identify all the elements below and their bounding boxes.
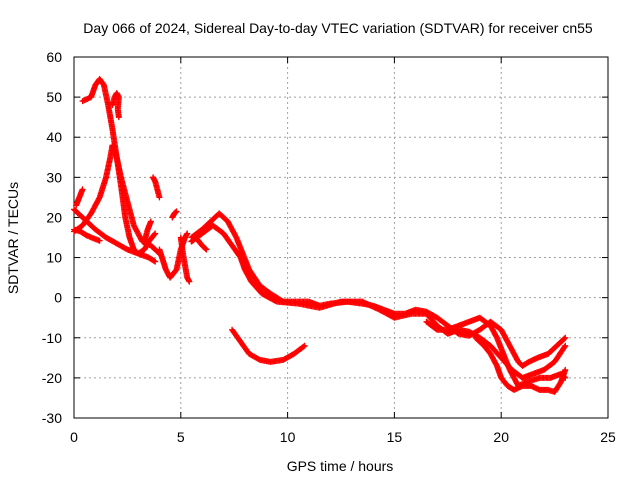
series-track-k <box>177 234 193 285</box>
series-track-p <box>472 334 569 395</box>
data-point <box>96 237 103 244</box>
y-tick-label: -10 <box>42 330 62 346</box>
data-point <box>79 186 86 193</box>
series-track-n <box>188 222 569 381</box>
x-axis-label: GPS time / hours <box>287 458 394 474</box>
data-point <box>562 366 569 373</box>
data-point <box>156 194 163 201</box>
axis-ticks: 0 5 10 15 20 25 -30 -20 -10 0 10 20 30 40 50 60 <box>42 49 616 445</box>
y-tick-label: 20 <box>46 209 62 225</box>
y-tick-label: 30 <box>46 169 62 185</box>
y-tick-label: 60 <box>46 49 62 65</box>
y-tick-label: 50 <box>46 89 62 105</box>
series-track-q <box>229 326 308 365</box>
data-point <box>301 342 308 349</box>
data-point <box>147 218 154 225</box>
y-tick-label: 10 <box>46 250 62 266</box>
x-tick-label: 20 <box>493 429 509 445</box>
plot-frame-rect <box>73 56 609 419</box>
series-track-h <box>141 218 154 245</box>
data-point <box>151 257 158 264</box>
chart-title: Day 066 of 2024, Sidereal Day-to-day VTE… <box>83 20 593 36</box>
data-point <box>300 343 307 350</box>
data-point <box>202 245 209 252</box>
series-track-d <box>79 76 163 257</box>
data-point <box>184 230 191 237</box>
data-layer <box>71 76 569 395</box>
x-tick-label: 0 <box>70 429 78 445</box>
data-point <box>203 246 210 253</box>
series-track-g <box>150 174 163 201</box>
x-tick-label: 15 <box>387 429 403 445</box>
data-point <box>172 209 179 216</box>
data-point <box>186 278 193 285</box>
data-point <box>561 343 568 350</box>
data-point <box>151 231 158 238</box>
data-point <box>152 258 159 265</box>
data-point <box>561 335 568 342</box>
data-point <box>115 114 122 121</box>
y-tick-label: 40 <box>46 129 62 145</box>
data-point <box>173 208 180 215</box>
data-point <box>562 334 569 341</box>
data-point <box>152 230 159 237</box>
series-track-i <box>169 208 180 221</box>
x-tick-label: 25 <box>600 429 616 445</box>
y-tick-label: -30 <box>42 410 62 426</box>
series-track-m <box>188 210 569 369</box>
plot-frame <box>73 56 609 419</box>
y-tick-label: 0 <box>54 290 62 306</box>
series-track-e <box>73 186 86 209</box>
data-point <box>562 342 569 349</box>
x-tick-label: 10 <box>280 429 296 445</box>
series-track-f <box>109 90 122 121</box>
x-tick-label: 5 <box>177 429 185 445</box>
y-axis-label: SDTVAR / TECUs <box>5 182 21 294</box>
y-tick-label: -20 <box>42 370 62 386</box>
